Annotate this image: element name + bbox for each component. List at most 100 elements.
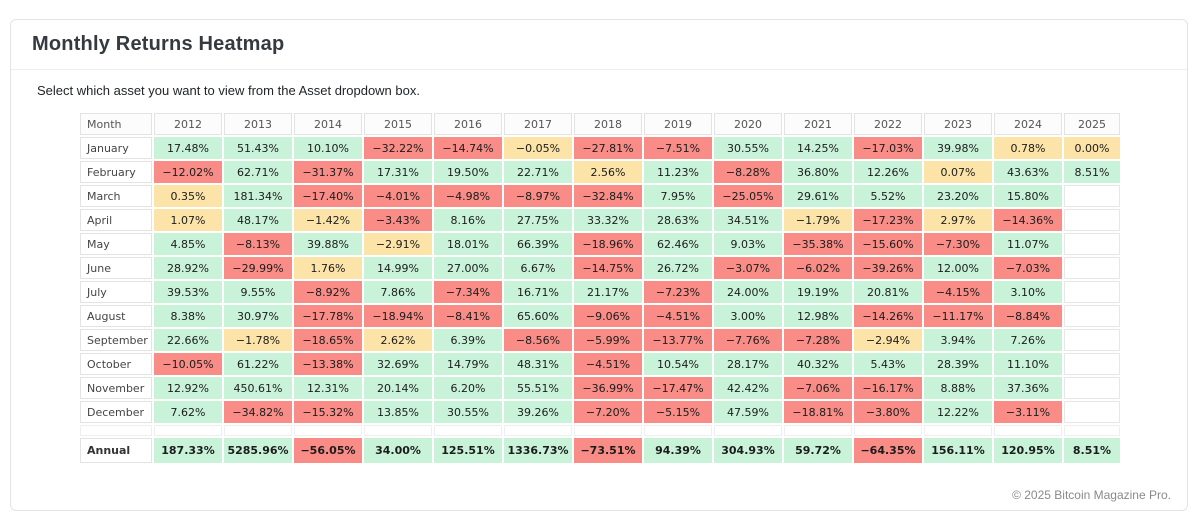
heatmap-cell: −1.78% bbox=[224, 329, 292, 351]
spacer-cell bbox=[434, 425, 502, 436]
year-header: 2019 bbox=[644, 113, 712, 135]
year-header: 2023 bbox=[924, 113, 992, 135]
month-label: March bbox=[80, 185, 152, 207]
month-label: September bbox=[80, 329, 152, 351]
heatmap-cell bbox=[1064, 377, 1120, 399]
table-header-row: Month 2012 2013 2014 2015 2016 2017 2018 2019 202… bbox=[80, 113, 1120, 135]
heatmap-cell: −10.05% bbox=[154, 353, 222, 375]
annual-cell: 125.51% bbox=[434, 438, 502, 463]
annual-cell: 1336.73% bbox=[504, 438, 572, 463]
heatmap-cell: 26.72% bbox=[644, 257, 712, 279]
heatmap-cell: 2.97% bbox=[924, 209, 992, 231]
table-row: March 0.35% 181.34% −17.40% −4.01% −4.98% −8.9… bbox=[80, 185, 1120, 207]
heatmap-cell: −5.15% bbox=[644, 401, 712, 423]
heatmap-cell: −1.79% bbox=[784, 209, 852, 231]
annual-cell: 34.00% bbox=[364, 438, 432, 463]
heatmap-cell: 15.80% bbox=[994, 185, 1062, 207]
heatmap-cell: 6.20% bbox=[434, 377, 502, 399]
year-header: 2021 bbox=[784, 113, 852, 135]
heatmap-cell: −7.20% bbox=[574, 401, 642, 423]
month-label: July bbox=[80, 281, 152, 303]
heatmap-cell: −12.02% bbox=[154, 161, 222, 183]
year-header: 2018 bbox=[574, 113, 642, 135]
annual-cell: 5285.96% bbox=[224, 438, 292, 463]
heatmap-cell: −8.28% bbox=[714, 161, 782, 183]
heatmap-cell: 33.32% bbox=[574, 209, 642, 231]
heatmap-cell: −16.17% bbox=[854, 377, 922, 399]
spacer-cell bbox=[364, 425, 432, 436]
year-header: 2015 bbox=[364, 113, 432, 135]
heatmap-cell: 36.80% bbox=[784, 161, 852, 183]
month-label: April bbox=[80, 209, 152, 231]
year-header: 2016 bbox=[434, 113, 502, 135]
heatmap-cell: −4.51% bbox=[644, 305, 712, 327]
heatmap-cell: 51.43% bbox=[224, 137, 292, 159]
heatmap-cell: −25.05% bbox=[714, 185, 782, 207]
heatmap-cell: −3.43% bbox=[364, 209, 432, 231]
heatmap-cell: 28.92% bbox=[154, 257, 222, 279]
heatmap-cell: 28.39% bbox=[924, 353, 992, 375]
heatmap-cell: −15.32% bbox=[294, 401, 362, 423]
table-row: February −12.02% 62.71% −31.37% 17.31% 19.50%… bbox=[80, 161, 1120, 183]
heatmap-cell: 21.17% bbox=[574, 281, 642, 303]
heatmap-cell: 48.17% bbox=[224, 209, 292, 231]
heatmap-cell: −3.11% bbox=[994, 401, 1062, 423]
month-label: January bbox=[80, 137, 152, 159]
spacer-cell bbox=[294, 425, 362, 436]
spacer-cell bbox=[504, 425, 572, 436]
year-header: 2020 bbox=[714, 113, 782, 135]
heatmap-cell: 5.43% bbox=[854, 353, 922, 375]
heatmap-cell bbox=[1064, 329, 1120, 351]
heatmap-cell: −0.05% bbox=[504, 137, 572, 159]
heatmap-cell: −32.22% bbox=[364, 137, 432, 159]
heatmap-cell: 7.62% bbox=[154, 401, 222, 423]
table-row: May 4.85% −8.13% 39.88% −2.91% 18.01% 66.39% −1… bbox=[80, 233, 1120, 255]
heatmap-cell: 24.00% bbox=[714, 281, 782, 303]
heatmap-cell: 62.71% bbox=[224, 161, 292, 183]
heatmap-cell: 7.86% bbox=[364, 281, 432, 303]
heatmap-cell: 14.79% bbox=[434, 353, 502, 375]
heatmap-cell: −17.47% bbox=[644, 377, 712, 399]
heatmap-cell: −9.06% bbox=[574, 305, 642, 327]
heatmap-cell: 55.51% bbox=[504, 377, 572, 399]
page-title: Monthly Returns Heatmap bbox=[32, 33, 285, 55]
spacer-cell bbox=[80, 425, 152, 436]
table-row: April 1.07% 48.17% −1.42% −3.43% 8.16% 27.75% 3… bbox=[80, 209, 1120, 231]
heatmap-cell: −3.07% bbox=[714, 257, 782, 279]
heatmap-cell: 39.98% bbox=[924, 137, 992, 159]
heatmap-cell: −32.84% bbox=[574, 185, 642, 207]
spacer-cell bbox=[784, 425, 852, 436]
heatmap-cell: −14.74% bbox=[434, 137, 502, 159]
heatmap-cell: 0.00% bbox=[1064, 137, 1120, 159]
heatmap-cell: 62.46% bbox=[644, 233, 712, 255]
year-header: 2014 bbox=[294, 113, 362, 135]
heatmap-cell: −1.42% bbox=[294, 209, 362, 231]
heatmap-cell: −17.78% bbox=[294, 305, 362, 327]
heatmap-cell: 11.07% bbox=[994, 233, 1062, 255]
heatmap-cell: −7.51% bbox=[644, 137, 712, 159]
heatmap-cell: 23.20% bbox=[924, 185, 992, 207]
heatmap-cell: −36.99% bbox=[574, 377, 642, 399]
heatmap-cell: 450.61% bbox=[224, 377, 292, 399]
heatmap-cell: −34.82% bbox=[224, 401, 292, 423]
heatmap-cell: 10.10% bbox=[294, 137, 362, 159]
spacer-cell bbox=[154, 425, 222, 436]
heatmap-cell: −8.97% bbox=[504, 185, 572, 207]
heatmap-cell: 12.22% bbox=[924, 401, 992, 423]
heatmap-cell: −7.28% bbox=[784, 329, 852, 351]
heatmap-cell: 39.53% bbox=[154, 281, 222, 303]
heatmap-cell: −2.94% bbox=[854, 329, 922, 351]
heatmap-cell: 2.56% bbox=[574, 161, 642, 183]
heatmap-cell: 11.23% bbox=[644, 161, 712, 183]
heatmap-cell: 22.71% bbox=[504, 161, 572, 183]
heatmap-cell: 12.92% bbox=[154, 377, 222, 399]
annual-cell: 187.33% bbox=[154, 438, 222, 463]
heatmap-cell: 7.26% bbox=[994, 329, 1062, 351]
heatmap-cell: −7.03% bbox=[994, 257, 1062, 279]
heatmap-cell: −14.26% bbox=[854, 305, 922, 327]
heatmap-cell: −4.15% bbox=[924, 281, 992, 303]
month-label: October bbox=[80, 353, 152, 375]
heatmap-cell: 1.07% bbox=[154, 209, 222, 231]
heatmap-cell: 30.55% bbox=[714, 137, 782, 159]
heatmap-cell: 20.14% bbox=[364, 377, 432, 399]
